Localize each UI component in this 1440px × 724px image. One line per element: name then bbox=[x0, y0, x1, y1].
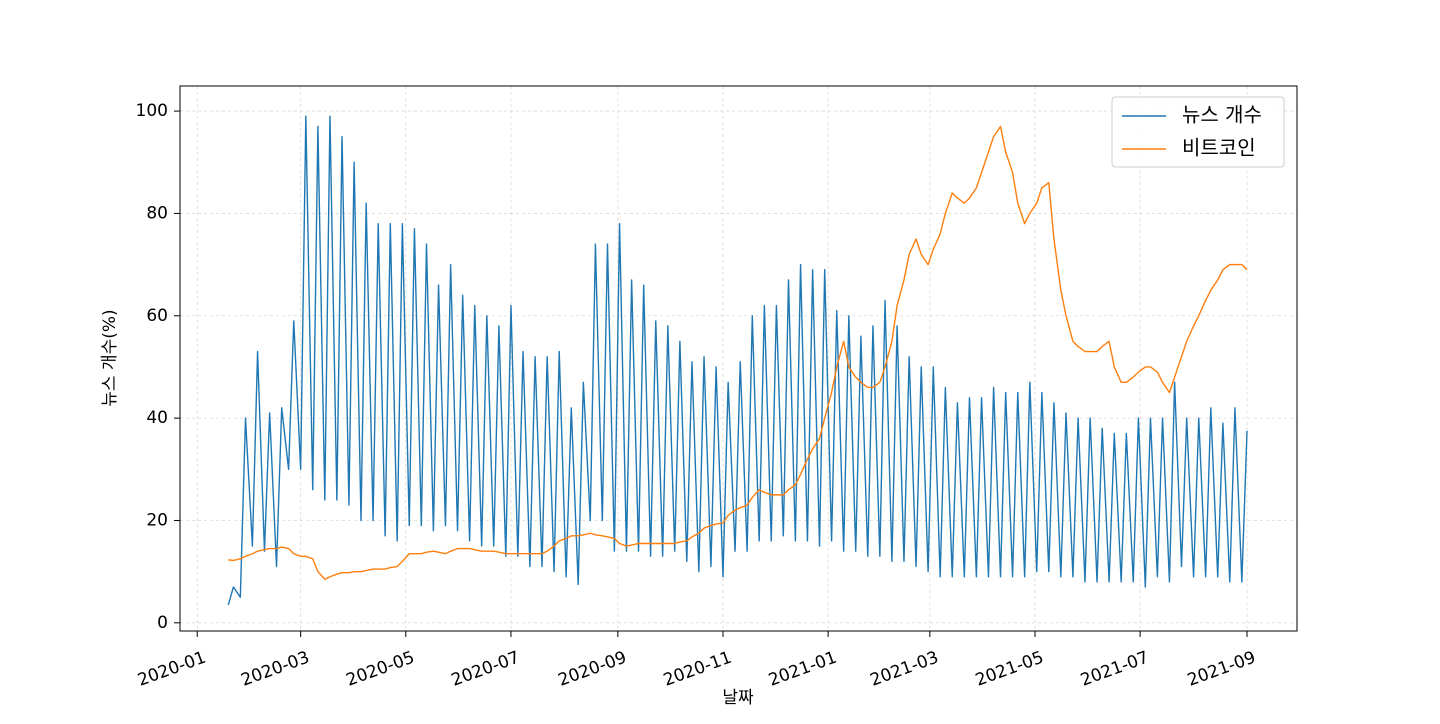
x-tick-label: 2021-09 bbox=[1185, 648, 1259, 691]
y-tick-label: 100 bbox=[136, 101, 168, 121]
y-tick-label: 40 bbox=[146, 408, 168, 428]
y-tick-label: 60 bbox=[146, 306, 168, 326]
x-tick-label: 2021-07 bbox=[1078, 648, 1152, 691]
x-tick-label: 2020-01 bbox=[135, 648, 209, 691]
y-tick-label: 20 bbox=[146, 510, 168, 530]
y-tick-label: 80 bbox=[146, 203, 168, 223]
x-tick-label: 2020-09 bbox=[556, 648, 630, 691]
x-tick-label: 2020-11 bbox=[661, 648, 735, 691]
series-line bbox=[228, 125, 1248, 581]
x-axis-label: 날짜 bbox=[722, 688, 754, 708]
y-tick-label: 0 bbox=[157, 613, 168, 633]
legend-label: 비트코인 bbox=[1182, 136, 1256, 160]
plot-frame bbox=[179, 85, 1298, 632]
legend-label: 뉴스 개수 bbox=[1182, 103, 1262, 127]
x-tick-label: 2021-05 bbox=[973, 648, 1047, 691]
x-tick-label: 2020-05 bbox=[344, 648, 418, 691]
x-tick-label: 2021-01 bbox=[766, 648, 840, 691]
series-line bbox=[227, 115, 1248, 606]
x-tick-label: 2021-03 bbox=[868, 648, 942, 691]
x-tick-label: 2020-07 bbox=[449, 648, 523, 691]
x-tick-label: 2020-03 bbox=[238, 648, 312, 691]
y-axis-label: 뉴스 개수(%) bbox=[100, 309, 120, 406]
